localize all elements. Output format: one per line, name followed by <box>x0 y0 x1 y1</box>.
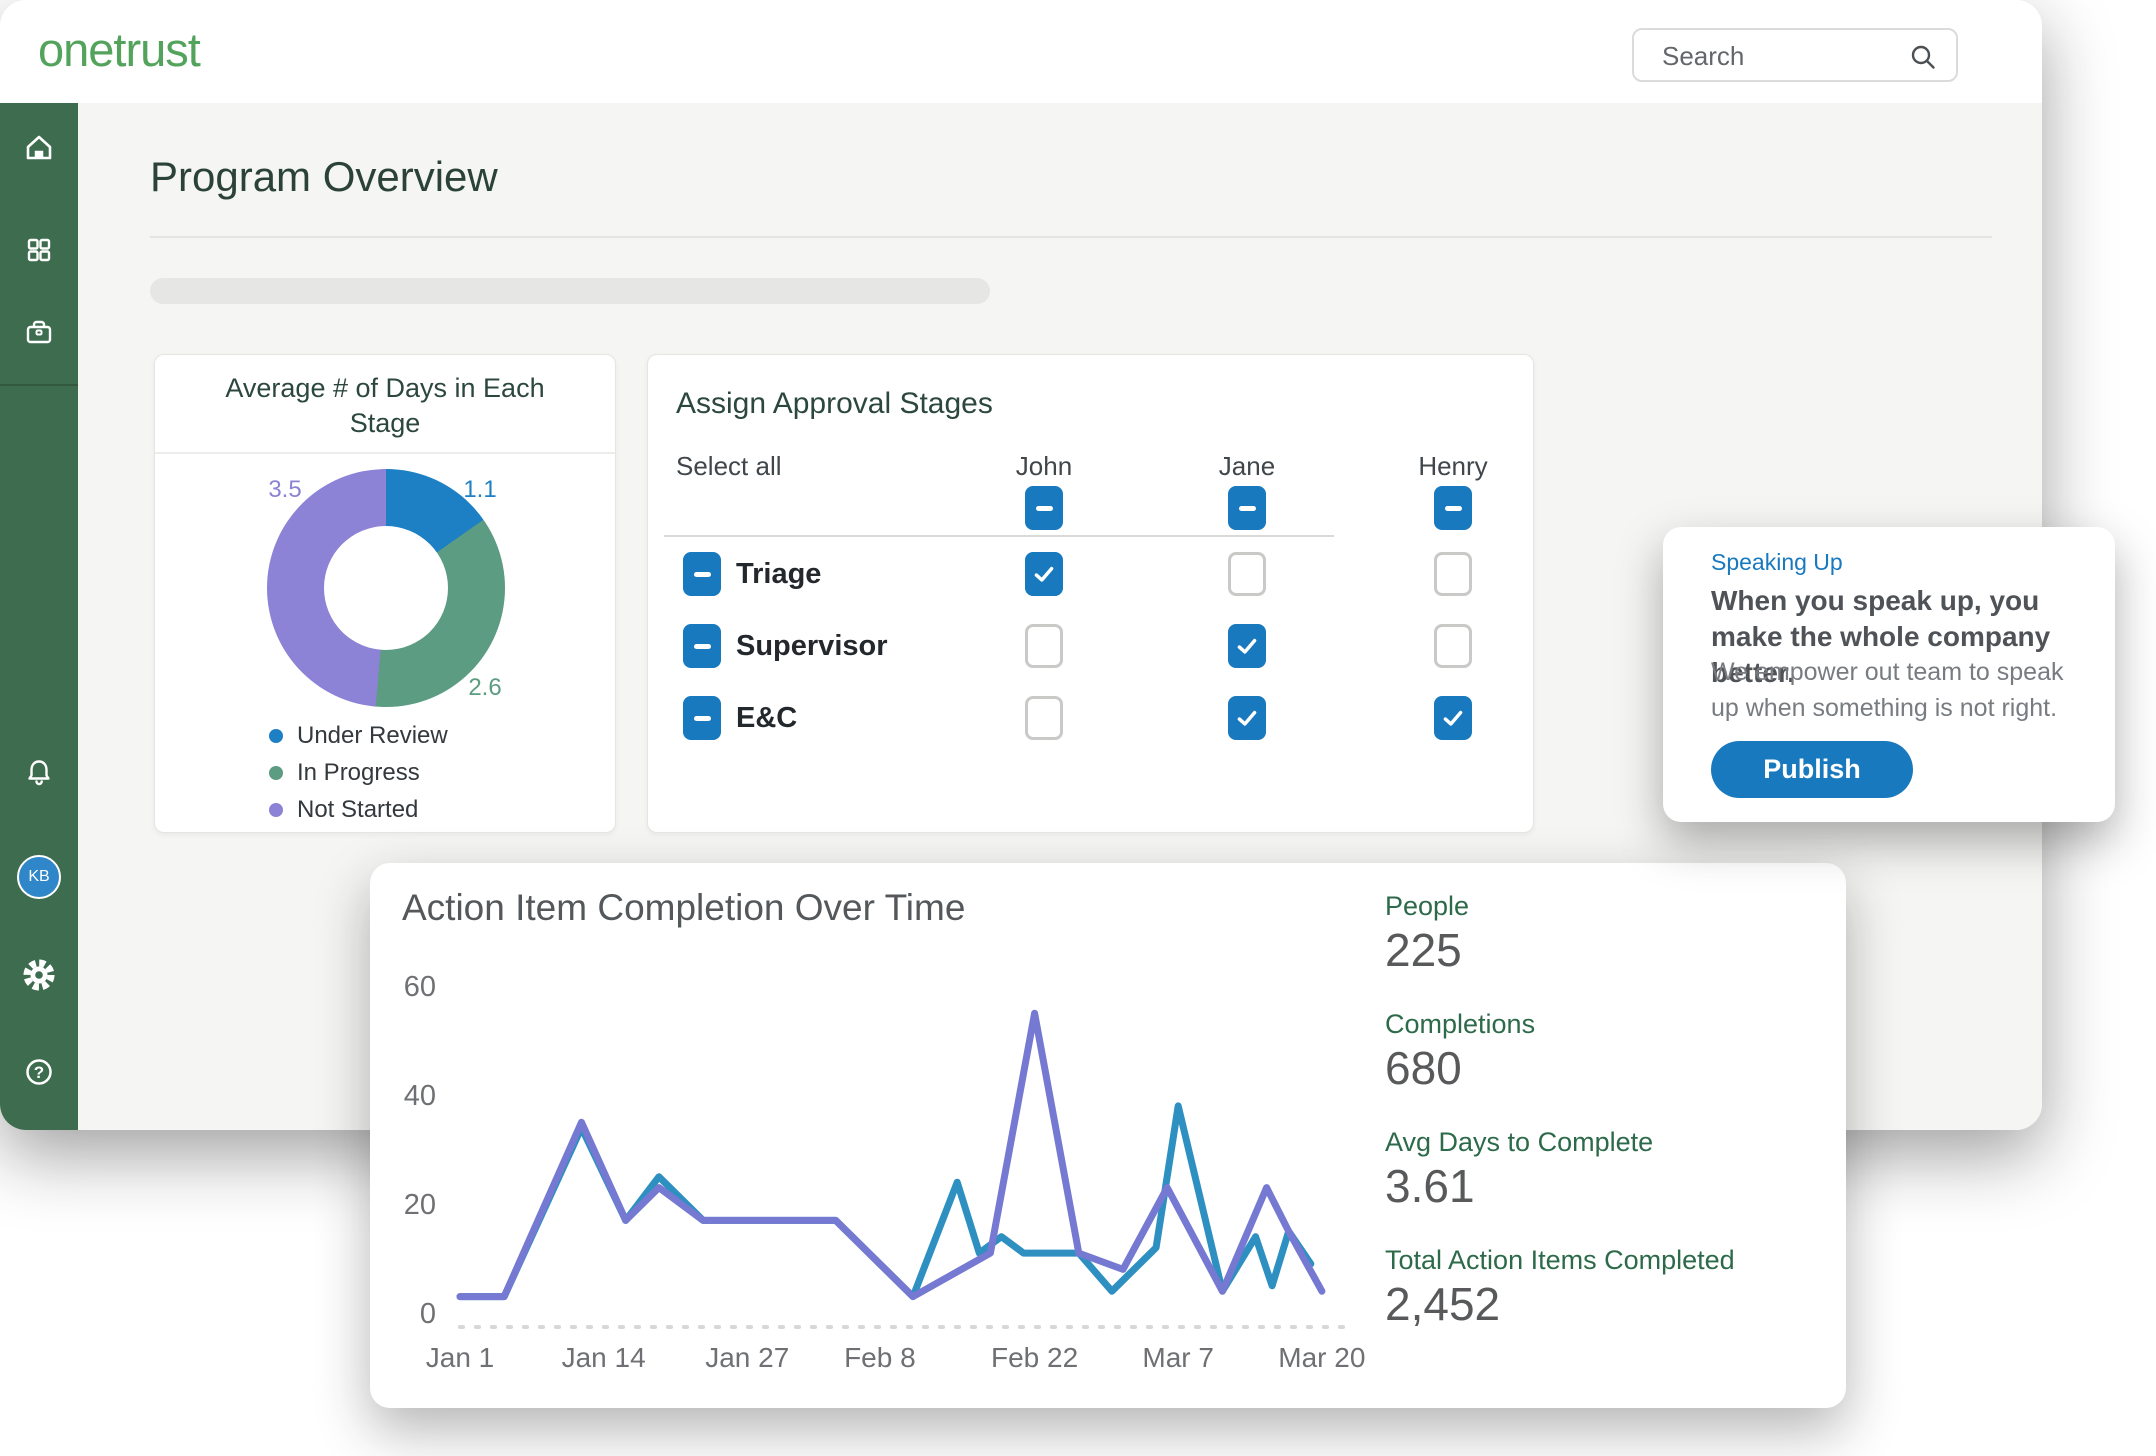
speaking-up-body: We empower out team to speak up when som… <box>1711 658 2064 722</box>
briefcase-icon[interactable] <box>17 310 61 354</box>
column-header-jane: Jane <box>1218 451 1276 481</box>
svg-text:60: 60 <box>404 971 436 1003</box>
page-title: Program Overview <box>150 153 498 200</box>
svg-text:0: 0 <box>420 1298 436 1330</box>
line-chart: 0 20 40 60 Jan 1 Jan 14 Jan 27 Feb 8 Feb 22 Mar 7… <box>404 971 1366 1373</box>
legend-label: Under Review <box>297 722 448 749</box>
topbar: onetrust <box>0 0 2042 105</box>
stat-value-completions: 680 <box>1385 1042 1462 1094</box>
legend-dot-not-started <box>269 803 283 817</box>
checkbox-supervisor-john[interactable] <box>1025 624 1063 668</box>
notifications-bell-icon[interactable] <box>17 751 61 795</box>
svg-text:Feb 8: Feb 8 <box>844 1342 916 1373</box>
legend-item-under-review: Under Review <box>269 722 448 750</box>
row-label-triage: Triage <box>736 558 822 590</box>
donut-value-not-started: 3.5 <box>268 476 302 503</box>
column-header-henry: Henry <box>1418 451 1488 481</box>
speaking-up-card: Speaking Up When you speak up, you make … <box>1663 527 2115 822</box>
skeleton-bar <box>150 278 990 304</box>
legend-dot-under-review <box>269 729 283 743</box>
svg-text:?: ? <box>34 1063 44 1082</box>
search-box <box>1632 28 1958 82</box>
legend-label: In Progress <box>297 759 420 786</box>
stat-label-avg-days: Avg Days to Complete <box>1385 1127 1654 1157</box>
publish-button[interactable]: Publish <box>1711 741 1913 798</box>
search-input[interactable] <box>1660 36 1894 76</box>
row-label-ec: E&C <box>736 702 798 734</box>
checkbox-triage-john[interactable] <box>1025 552 1063 596</box>
stat-value-total-items: 2,452 <box>1385 1278 1501 1330</box>
legend-item-not-started: Not Started <box>269 796 418 824</box>
checkbox-ec-jane[interactable] <box>1228 696 1266 740</box>
help-icon[interactable]: ? <box>17 1050 61 1094</box>
svg-text:40: 40 <box>404 1080 436 1112</box>
checkbox-row-supervisor[interactable] <box>683 624 721 668</box>
svg-text:Mar 7: Mar 7 <box>1142 1342 1214 1373</box>
column-header-john: John <box>1015 451 1073 481</box>
speaking-up-heading: When you speak up, you make the whole co… <box>1711 585 2051 688</box>
svg-text:Jan 27: Jan 27 <box>705 1342 789 1373</box>
stat-value-avg-days: 3.61 <box>1385 1160 1475 1212</box>
avatar-initials: KB <box>28 868 50 885</box>
assign-approval-card: Assign Approval Stages Select all John J… <box>647 354 1534 833</box>
stat-value-people: 225 <box>1385 924 1462 976</box>
donut-value-in-progress: 2.6 <box>468 674 502 701</box>
onetrust-logo: onetrust <box>38 23 201 76</box>
legend-label: Not Started <box>297 796 419 823</box>
svg-text:20: 20 <box>404 1189 436 1221</box>
donut-value-under-review: 1.1 <box>463 476 497 503</box>
checkbox-supervisor-henry[interactable] <box>1434 624 1472 668</box>
user-avatar[interactable]: KB <box>17 855 61 899</box>
stat-label-people: People <box>1385 891 1470 921</box>
apps-grid-icon[interactable] <box>17 228 61 272</box>
card-divider <box>155 452 615 454</box>
action-item-chart-card: Action Item Completion Over Time 0 20 40 60… <box>370 863 1846 1408</box>
row-label-supervisor: Supervisor <box>736 630 888 662</box>
svg-text:Jan 1: Jan 1 <box>426 1342 495 1373</box>
avg-days-card: Average # of Days in Each Stage 3.5 1.1 … <box>154 354 616 833</box>
checkbox-ec-henry[interactable] <box>1434 696 1472 740</box>
checkbox-row-triage[interactable] <box>683 552 721 596</box>
checkbox-row-ec[interactable] <box>683 696 721 740</box>
chart-title: Action Item Completion Over Time <box>402 887 966 928</box>
legend-item-in-progress: In Progress <box>269 759 420 787</box>
checkbox-supervisor-jane[interactable] <box>1228 624 1266 668</box>
assign-approval-title: Assign Approval Stages <box>676 387 993 420</box>
speaking-up-tag: Speaking Up <box>1711 549 1843 575</box>
checkbox-triage-jane[interactable] <box>1228 552 1266 596</box>
checkbox-selectall-jane[interactable] <box>1228 486 1266 530</box>
search-icon[interactable] <box>1908 42 1938 72</box>
settings-gear-icon[interactable] <box>17 953 61 997</box>
header-divider <box>664 535 1334 537</box>
svg-text:Mar 20: Mar 20 <box>1278 1342 1365 1373</box>
title-divider <box>150 236 1992 238</box>
donut-hole <box>324 526 448 650</box>
sidebar-nav: KB ? <box>0 103 78 1130</box>
sidebar-divider <box>0 384 78 386</box>
checkbox-triage-henry[interactable] <box>1434 552 1472 596</box>
stat-label-total-items: Total Action Items Completed <box>1385 1245 1735 1275</box>
checkbox-ec-john[interactable] <box>1025 696 1063 740</box>
svg-text:Jan 14: Jan 14 <box>562 1342 646 1373</box>
avg-days-card-title: Average # of Days in Each Stage <box>225 373 545 439</box>
checkbox-selectall-henry[interactable] <box>1434 486 1472 530</box>
select-all-label[interactable]: Select all <box>676 451 782 481</box>
stat-label-completions: Completions <box>1385 1009 1536 1039</box>
svg-text:Feb 22: Feb 22 <box>991 1342 1078 1373</box>
checkbox-selectall-john[interactable] <box>1025 486 1063 530</box>
home-icon[interactable] <box>17 126 61 170</box>
legend-dot-in-progress <box>269 766 283 780</box>
